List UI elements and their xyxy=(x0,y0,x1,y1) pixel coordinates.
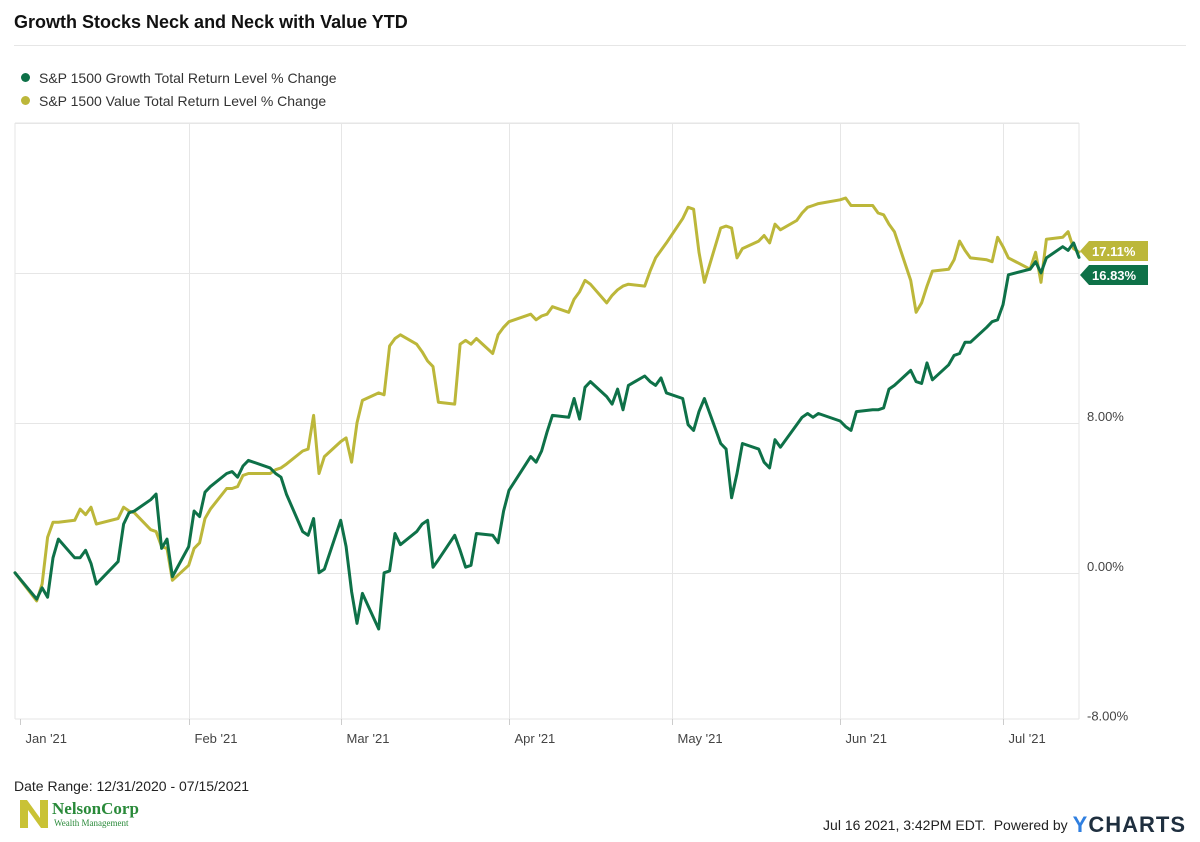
legend-marker-growth xyxy=(21,73,30,82)
chart-title: Growth Stocks Neck and Neck with Value Y… xyxy=(14,12,408,32)
legend-label-value: S&P 1500 Value Total Return Level % Chan… xyxy=(39,92,327,109)
x-tick-label: Feb '21 xyxy=(195,731,238,746)
legend-label-growth: S&P 1500 Growth Total Return Level % Cha… xyxy=(39,69,337,86)
growth-end-label-text: 16.83% xyxy=(1092,268,1137,283)
x-tick-label: Jun '21 xyxy=(846,731,888,746)
logo-name: NelsonCorp xyxy=(52,799,139,818)
legend-marker-value xyxy=(21,96,30,105)
powered-by-label: Powered by xyxy=(993,817,1068,833)
ycharts-logo-y: Y xyxy=(1072,812,1089,837)
y-tick-label: 0.00% xyxy=(1087,559,1124,574)
value-end-label: 17.11% xyxy=(1080,241,1148,261)
grid xyxy=(14,122,1080,720)
value-series-line[interactable] xyxy=(13,196,1081,603)
x-tick-label: May '21 xyxy=(678,731,723,746)
y-tick-label: 8.00% xyxy=(1087,409,1124,424)
timestamp: Jul 16 2021, 3:42PM EDT. xyxy=(823,817,986,833)
value-end-label-tag xyxy=(1080,241,1148,261)
value-end-label-text: 17.11% xyxy=(1092,244,1136,259)
logo-mark-icon xyxy=(20,800,48,828)
footer-attribution: Jul 16 2021, 3:42PM EDT. Powered by YCHA… xyxy=(823,812,1186,838)
ycharts-logo-text: CHARTS xyxy=(1088,812,1186,837)
legend-item-value[interactable]: S&P 1500 Value Total Return Level % Chan… xyxy=(14,89,337,112)
logo-subtitle: Wealth Management xyxy=(54,818,129,828)
date-range: Date Range: 12/31/2020 - 07/15/2021 xyxy=(14,778,250,794)
end-labels: 17.11% 16.83% xyxy=(1080,241,1148,285)
title-divider xyxy=(14,45,1186,46)
ycharts-logo[interactable]: YCHARTS xyxy=(1073,812,1186,838)
x-tick-label: Apr '21 xyxy=(515,731,556,746)
legend: S&P 1500 Growth Total Return Level % Cha… xyxy=(14,66,337,112)
x-tick-label: Jul '21 xyxy=(1009,731,1046,746)
x-tick-label: Mar '21 xyxy=(347,731,390,746)
nelsoncorp-logo: NelsonCorp Wealth Management xyxy=(18,798,148,832)
legend-item-growth[interactable]: S&P 1500 Growth Total Return Level % Cha… xyxy=(14,66,337,89)
series-lines xyxy=(13,196,1081,631)
growth-series-line[interactable] xyxy=(13,241,1081,631)
growth-end-label-tag xyxy=(1080,265,1148,285)
y-tick-label: -8.00% xyxy=(1087,709,1129,724)
x-tick-label: Jan '21 xyxy=(26,731,68,746)
growth-end-label: 16.83% xyxy=(1080,265,1148,285)
axes: 8.00% 0.00% -8.00% Jan '21 Feb '21 Mar '21 Apr… xyxy=(20,409,1129,746)
